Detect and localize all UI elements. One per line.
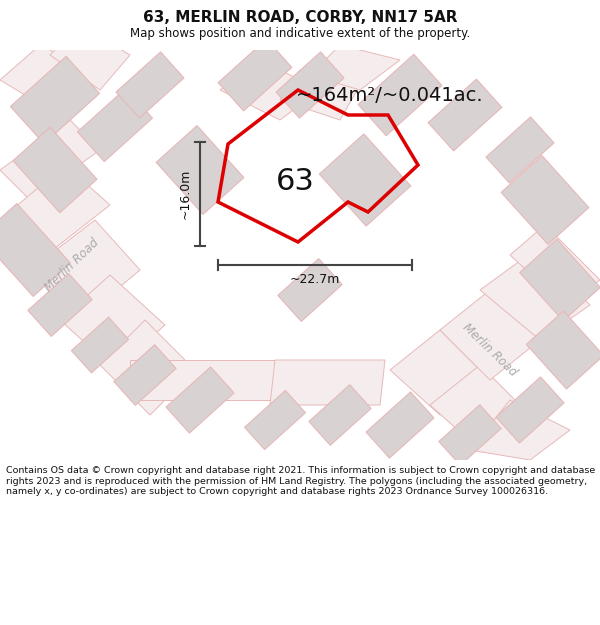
Polygon shape xyxy=(116,52,184,118)
Text: Merlin Road: Merlin Road xyxy=(460,321,520,379)
Polygon shape xyxy=(310,45,400,90)
Polygon shape xyxy=(50,25,130,90)
Polygon shape xyxy=(28,274,92,336)
Text: Map shows position and indicative extent of the property.: Map shows position and indicative extent… xyxy=(130,27,470,40)
Polygon shape xyxy=(520,239,600,321)
Polygon shape xyxy=(439,405,501,465)
Polygon shape xyxy=(319,134,411,226)
Polygon shape xyxy=(218,39,292,111)
Text: Merlin Road: Merlin Road xyxy=(42,236,102,294)
Polygon shape xyxy=(220,60,320,120)
Polygon shape xyxy=(60,275,165,370)
Polygon shape xyxy=(0,45,90,110)
Polygon shape xyxy=(71,317,128,373)
Polygon shape xyxy=(10,56,100,144)
Polygon shape xyxy=(358,54,442,136)
Polygon shape xyxy=(100,320,195,415)
Polygon shape xyxy=(77,88,152,162)
Polygon shape xyxy=(0,204,70,296)
Text: ~164m²/~0.041ac.: ~164m²/~0.041ac. xyxy=(296,86,484,105)
Text: 63: 63 xyxy=(275,168,314,196)
Polygon shape xyxy=(390,330,490,415)
Polygon shape xyxy=(130,360,280,400)
Polygon shape xyxy=(526,311,600,389)
Polygon shape xyxy=(278,259,342,321)
Polygon shape xyxy=(30,220,140,320)
Polygon shape xyxy=(13,127,97,212)
Polygon shape xyxy=(245,391,305,449)
Polygon shape xyxy=(309,385,371,445)
Polygon shape xyxy=(270,360,385,405)
Text: ~16.0m: ~16.0m xyxy=(179,169,192,219)
Polygon shape xyxy=(0,120,100,200)
Polygon shape xyxy=(156,126,244,214)
Polygon shape xyxy=(0,165,110,260)
Polygon shape xyxy=(440,290,540,380)
Polygon shape xyxy=(510,225,600,305)
Text: Contains OS data © Crown copyright and database right 2021. This information is : Contains OS data © Crown copyright and d… xyxy=(6,466,595,496)
Polygon shape xyxy=(470,400,570,460)
Text: 63, MERLIN ROAD, CORBY, NN17 5AR: 63, MERLIN ROAD, CORBY, NN17 5AR xyxy=(143,10,457,25)
Polygon shape xyxy=(496,377,564,443)
Polygon shape xyxy=(276,52,344,118)
Polygon shape xyxy=(501,156,589,244)
Text: ~22.7m: ~22.7m xyxy=(290,273,340,286)
Polygon shape xyxy=(430,365,530,450)
Polygon shape xyxy=(280,70,360,120)
Polygon shape xyxy=(166,367,234,433)
Polygon shape xyxy=(428,79,502,151)
Polygon shape xyxy=(114,345,176,405)
Polygon shape xyxy=(486,117,554,183)
Polygon shape xyxy=(480,250,590,340)
Polygon shape xyxy=(366,392,434,458)
